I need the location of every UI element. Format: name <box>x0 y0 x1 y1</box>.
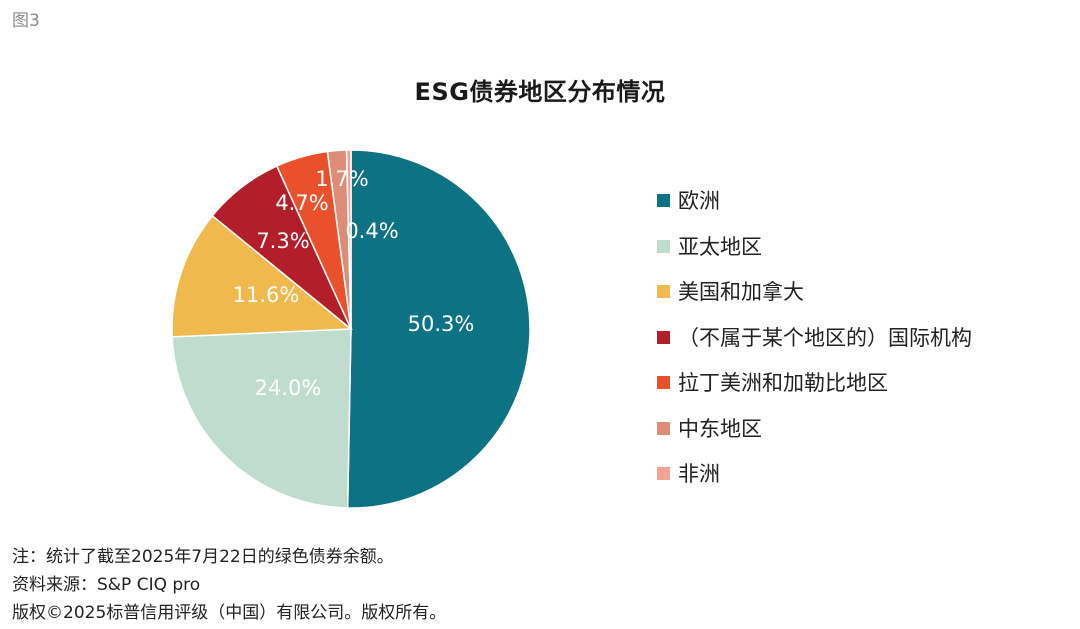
pie-data-label: 0.4% <box>345 219 398 243</box>
legend-swatch <box>657 421 670 435</box>
note-text: 注：统计了截至2025年7月22日的绿色债券余额。 <box>12 547 394 567</box>
legend-label: （不属于某个地区的）国际机构 <box>678 325 972 350</box>
legend-swatch <box>657 330 670 344</box>
chart-legend: 欧洲亚太地区美国和加拿大 （不属于某个地区的）国际机构 拉丁美洲和加勒比地区 中东地区… <box>657 186 1067 505</box>
pie-slice <box>345 149 352 330</box>
legend-label: 中东地区 <box>678 416 762 441</box>
legend-label: 非洲 <box>678 462 720 486</box>
legend-label: 欧洲 <box>678 189 720 213</box>
pie-data-label: 24.0% <box>255 376 322 400</box>
pie-data-label: 1.7% <box>315 167 368 191</box>
source-text: 资料来源：S&P CIQ pro <box>12 575 201 595</box>
legend-item: 中东地区 <box>657 414 1067 460</box>
legend-item: 欧洲 <box>657 186 1067 232</box>
pie-slice <box>171 328 352 509</box>
legend-swatch <box>657 467 670 480</box>
pie-slice <box>346 149 531 509</box>
pie-data-label: 7.3% <box>256 229 309 253</box>
pie-data-label: 11.6% <box>233 283 300 307</box>
legend-item: （不属于某个地区的）国际机构 <box>657 323 1067 369</box>
chart-title: ESG债券地区分布情况 <box>414 78 666 106</box>
figure-label: 图3 <box>12 11 40 31</box>
legend-label: 亚太地区 <box>678 234 762 259</box>
pie-data-labels: 50.3% 24.0% 11.6% 7.3% 4.7%1.7% 0.4% <box>233 167 475 400</box>
pie-slices <box>171 149 531 509</box>
legend-item: 美国和加拿大 <box>657 277 1067 323</box>
legend-item: 拉丁美洲和加勒比地区 <box>657 368 1067 414</box>
legend-swatch <box>657 194 670 207</box>
legend-label: 拉丁美洲和加勒比地区 <box>678 371 888 395</box>
pie-data-label: 50.3% <box>408 312 475 336</box>
legend-swatch <box>657 285 670 298</box>
footnotes: 注：统计了截至2025年7月22日的绿色债券余额。 资料来源：S&P CIQ p… <box>12 543 446 627</box>
legend-item: 非洲 <box>657 459 1067 505</box>
copyright-text: 版权©2025标普信用评级（中国）有限公司。版权所有。 <box>12 603 447 623</box>
pie-slice <box>171 214 353 338</box>
pie-data-label: 4.7% <box>275 191 328 215</box>
legend-swatch <box>657 376 670 389</box>
legend-item: 亚太地区 <box>657 232 1067 278</box>
legend-label: 美国和加拿大 <box>678 280 804 304</box>
legend-swatch <box>657 239 670 253</box>
